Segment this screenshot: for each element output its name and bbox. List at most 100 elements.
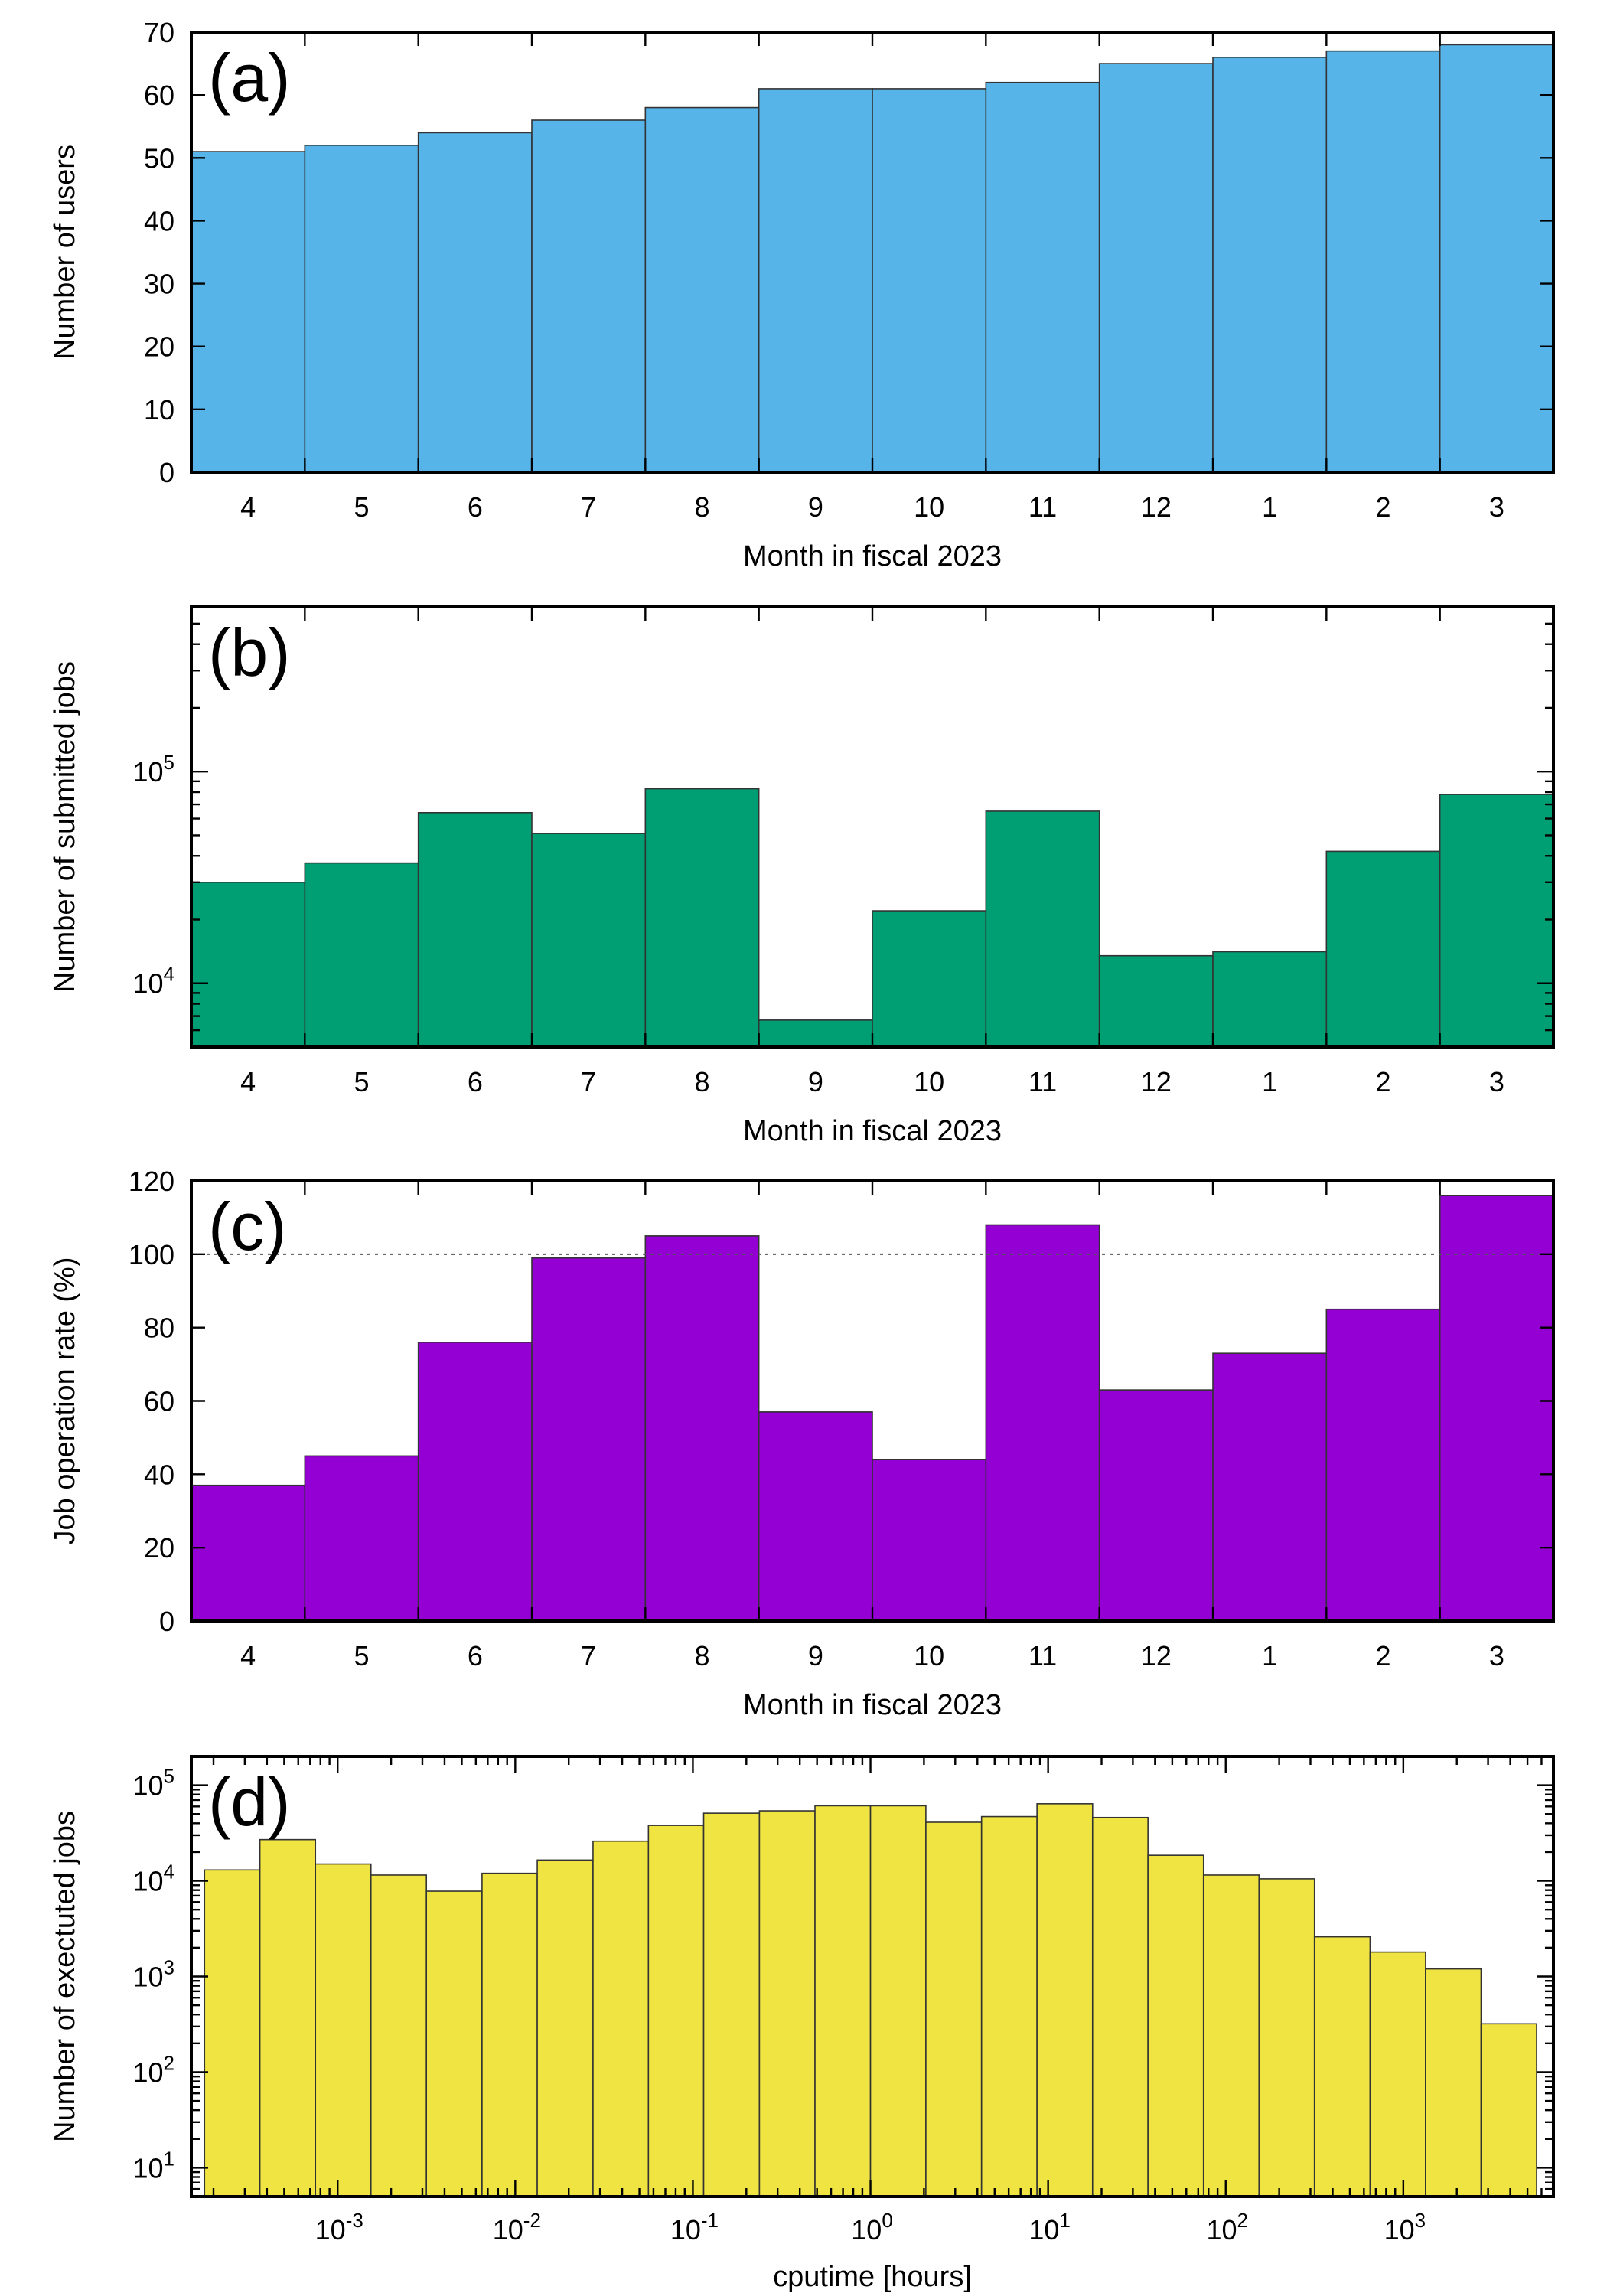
x-tick-label-1e-3-exponent: -3 bbox=[346, 2209, 363, 2232]
x-tick-label-7: 7 bbox=[581, 1066, 596, 1097]
histogram-bar bbox=[315, 1863, 372, 2197]
y-tick-label-20: 20 bbox=[144, 331, 174, 363]
y-tick-label-60: 60 bbox=[144, 80, 174, 111]
histogram-bar bbox=[702, 1812, 761, 2197]
y-tick-label-120: 120 bbox=[129, 1166, 174, 1197]
x-tick-label-1e0-base: 10 bbox=[851, 2214, 882, 2245]
plot-frame bbox=[190, 605, 1555, 1049]
bar-11 bbox=[985, 81, 1100, 473]
x-tick-label-12: 12 bbox=[1141, 1066, 1172, 1097]
y-tick-label-80: 80 bbox=[144, 1313, 174, 1344]
bar-10 bbox=[872, 1459, 987, 1622]
bar-5 bbox=[304, 1455, 419, 1622]
x-tick-label-5: 5 bbox=[354, 1640, 369, 1671]
histogram-bar bbox=[1313, 1936, 1371, 2197]
histogram-bar bbox=[481, 1872, 538, 2197]
y-tick-label-30: 30 bbox=[144, 269, 174, 300]
bar-7 bbox=[531, 1257, 647, 1622]
panel-label: (a) bbox=[208, 40, 291, 116]
y-tick-label-40: 40 bbox=[144, 1459, 174, 1490]
bar-3 bbox=[1439, 1195, 1554, 1622]
x-tick-label-1e-2: 10-2 bbox=[493, 2209, 541, 2245]
x-tick-label-1: 1 bbox=[1262, 491, 1277, 523]
bar-5 bbox=[304, 145, 419, 473]
x-tick-label-5: 5 bbox=[354, 491, 369, 523]
bar-8 bbox=[644, 106, 760, 473]
y-axis-title: Number of users bbox=[49, 145, 81, 360]
x-tick-label-11: 11 bbox=[1028, 1066, 1057, 1097]
histogram-bar bbox=[1480, 2023, 1537, 2197]
x-tick-label-12: 12 bbox=[1141, 491, 1172, 523]
x-tick-label-8: 8 bbox=[694, 1066, 709, 1097]
histogram-bar bbox=[758, 1810, 816, 2197]
bar-5 bbox=[304, 862, 419, 1048]
x-tick-label-1e3: 103 bbox=[1384, 2209, 1426, 2245]
histogram-bar bbox=[647, 1825, 705, 2197]
y-tick-label-1e4-exponent: 4 bbox=[164, 963, 174, 986]
bar-12 bbox=[1098, 1389, 1214, 1622]
panel-label: (c) bbox=[208, 1189, 287, 1264]
y-tick-label-50: 50 bbox=[144, 142, 174, 174]
histogram-bar bbox=[536, 1859, 594, 2197]
plot-frame bbox=[190, 1179, 1555, 1623]
x-tick-label-3: 3 bbox=[1489, 491, 1504, 523]
x-tick-label-1: 1 bbox=[1262, 1066, 1277, 1097]
y-tick-label-100: 100 bbox=[129, 1239, 174, 1270]
x-tick-label-9: 9 bbox=[808, 1640, 823, 1671]
x-tick-label-8: 8 bbox=[694, 491, 709, 523]
x-tick-label-1e-2-base: 10 bbox=[493, 2214, 523, 2245]
bar-1 bbox=[1212, 1352, 1328, 1622]
histogram-bar bbox=[814, 1805, 872, 2197]
bar-4 bbox=[191, 882, 306, 1048]
x-tick-label-10: 10 bbox=[914, 1640, 944, 1671]
histogram-bar bbox=[1147, 1854, 1204, 2197]
y-tick-label-70: 70 bbox=[144, 17, 174, 48]
y-tick-label-1e5: 105 bbox=[132, 751, 174, 788]
bar-6 bbox=[417, 132, 533, 473]
x-tick-label-1e2-exponent: 2 bbox=[1237, 2209, 1248, 2232]
bar-7 bbox=[531, 119, 647, 473]
bar-6 bbox=[417, 811, 533, 1048]
histogram-bar bbox=[1091, 1816, 1149, 2197]
bar-4 bbox=[191, 151, 306, 473]
histogram-bar bbox=[425, 1890, 483, 2197]
x-tick-label-10: 10 bbox=[914, 491, 944, 523]
x-tick-label-9: 9 bbox=[808, 1066, 823, 1097]
x-tick-label-1e-2-exponent: -2 bbox=[523, 2209, 541, 2232]
x-axis-title: cputime [hours] bbox=[773, 2261, 972, 2293]
histogram-bar bbox=[1258, 1878, 1315, 2197]
bar-2 bbox=[1325, 1308, 1441, 1622]
histogram-bar bbox=[259, 1838, 317, 2197]
y-tick-label-1e5-exponent: 5 bbox=[164, 751, 174, 774]
x-tick-label-1e-1-exponent: -1 bbox=[701, 2209, 719, 2232]
x-tick-label-3: 3 bbox=[1489, 1640, 1504, 1671]
x-tick-label-1e3-exponent: 3 bbox=[1415, 2209, 1426, 2232]
bar-8 bbox=[644, 1235, 760, 1622]
x-tick-label-10: 10 bbox=[914, 1066, 944, 1097]
histogram-bar bbox=[1036, 1803, 1094, 2197]
bar-3 bbox=[1439, 44, 1554, 473]
x-axis-title: Month in fiscal 2023 bbox=[743, 1689, 1002, 1721]
histogram-bar bbox=[592, 1840, 650, 2197]
y-tick-label-40: 40 bbox=[144, 205, 174, 236]
y-tick-label-1e2: 102 bbox=[132, 2051, 174, 2088]
x-tick-label-3: 3 bbox=[1489, 1066, 1504, 1097]
x-tick-label-5: 5 bbox=[354, 1066, 369, 1097]
x-tick-label-11: 11 bbox=[1028, 1640, 1057, 1671]
x-tick-label-11: 11 bbox=[1028, 491, 1057, 523]
y-tick-label-1e1-exponent: 1 bbox=[164, 2147, 174, 2170]
bar-1 bbox=[1212, 951, 1328, 1048]
x-tick-label-6: 6 bbox=[468, 491, 483, 523]
histogram-bar bbox=[1369, 1951, 1426, 2197]
x-tick-label-1e1-base: 10 bbox=[1028, 2214, 1059, 2245]
x-tick-label-4: 4 bbox=[240, 1066, 256, 1097]
histogram-bar bbox=[204, 1869, 261, 2197]
panel-label: (b) bbox=[208, 615, 291, 690]
y-tick-label-1e5: 105 bbox=[132, 1765, 174, 1802]
y-tick-label-1e5-base: 10 bbox=[132, 756, 163, 788]
x-tick-label-8: 8 bbox=[694, 1640, 709, 1671]
histogram-bar bbox=[869, 1805, 927, 2197]
x-tick-label-6: 6 bbox=[468, 1066, 483, 1097]
